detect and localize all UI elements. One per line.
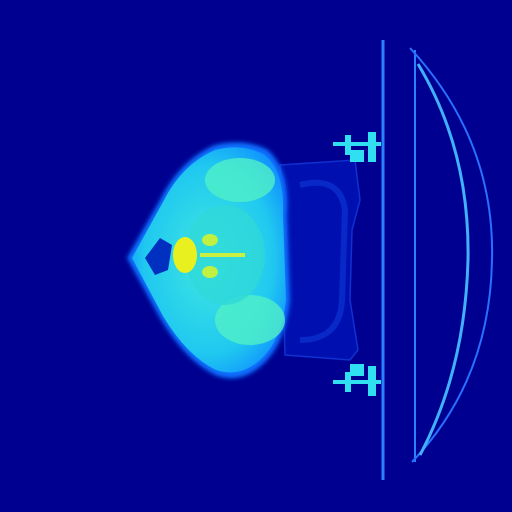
tissue-region <box>215 295 285 345</box>
mask-shell <box>279 159 361 361</box>
mask-inner <box>299 179 349 343</box>
clamp <box>333 364 381 396</box>
tissue-region <box>205 158 275 202</box>
bone <box>173 237 197 273</box>
bone <box>202 266 218 278</box>
clamp <box>333 132 381 162</box>
airway <box>145 238 172 275</box>
bone <box>202 234 218 246</box>
frame-arc <box>409 47 494 463</box>
frame-arc <box>416 63 470 456</box>
